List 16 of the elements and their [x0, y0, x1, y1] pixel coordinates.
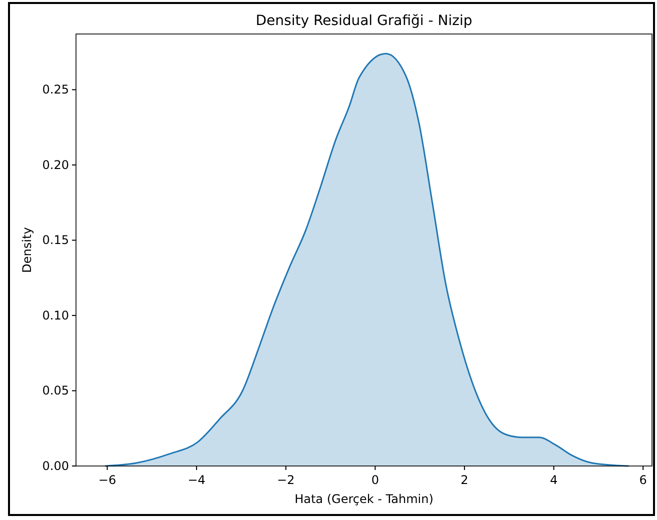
x-axis-title: Hata (Gerçek - Tahmin) [294, 492, 434, 506]
y-tick-label: 0.20 [42, 158, 69, 172]
y-tick-label: 0.10 [42, 308, 69, 322]
y-tick-label: 0.25 [42, 82, 69, 97]
x-tick-label: 4 [550, 473, 558, 487]
x-tick-label: 6 [639, 473, 647, 487]
y-tick-label: 0.15 [42, 233, 69, 248]
x-tick-label: −4 [188, 473, 206, 487]
x-tick-label: −6 [98, 473, 116, 487]
y-tick-label: 0.05 [42, 384, 69, 398]
chart-title: Density Residual Grafiği - Nizip [256, 13, 472, 29]
x-tick-label: 2 [460, 473, 468, 487]
x-tick-label: 0 [371, 473, 379, 487]
x-tick-label: −2 [277, 473, 295, 487]
y-tick-label: 0.00 [42, 459, 69, 473]
y-axis-title: Density [20, 227, 34, 273]
